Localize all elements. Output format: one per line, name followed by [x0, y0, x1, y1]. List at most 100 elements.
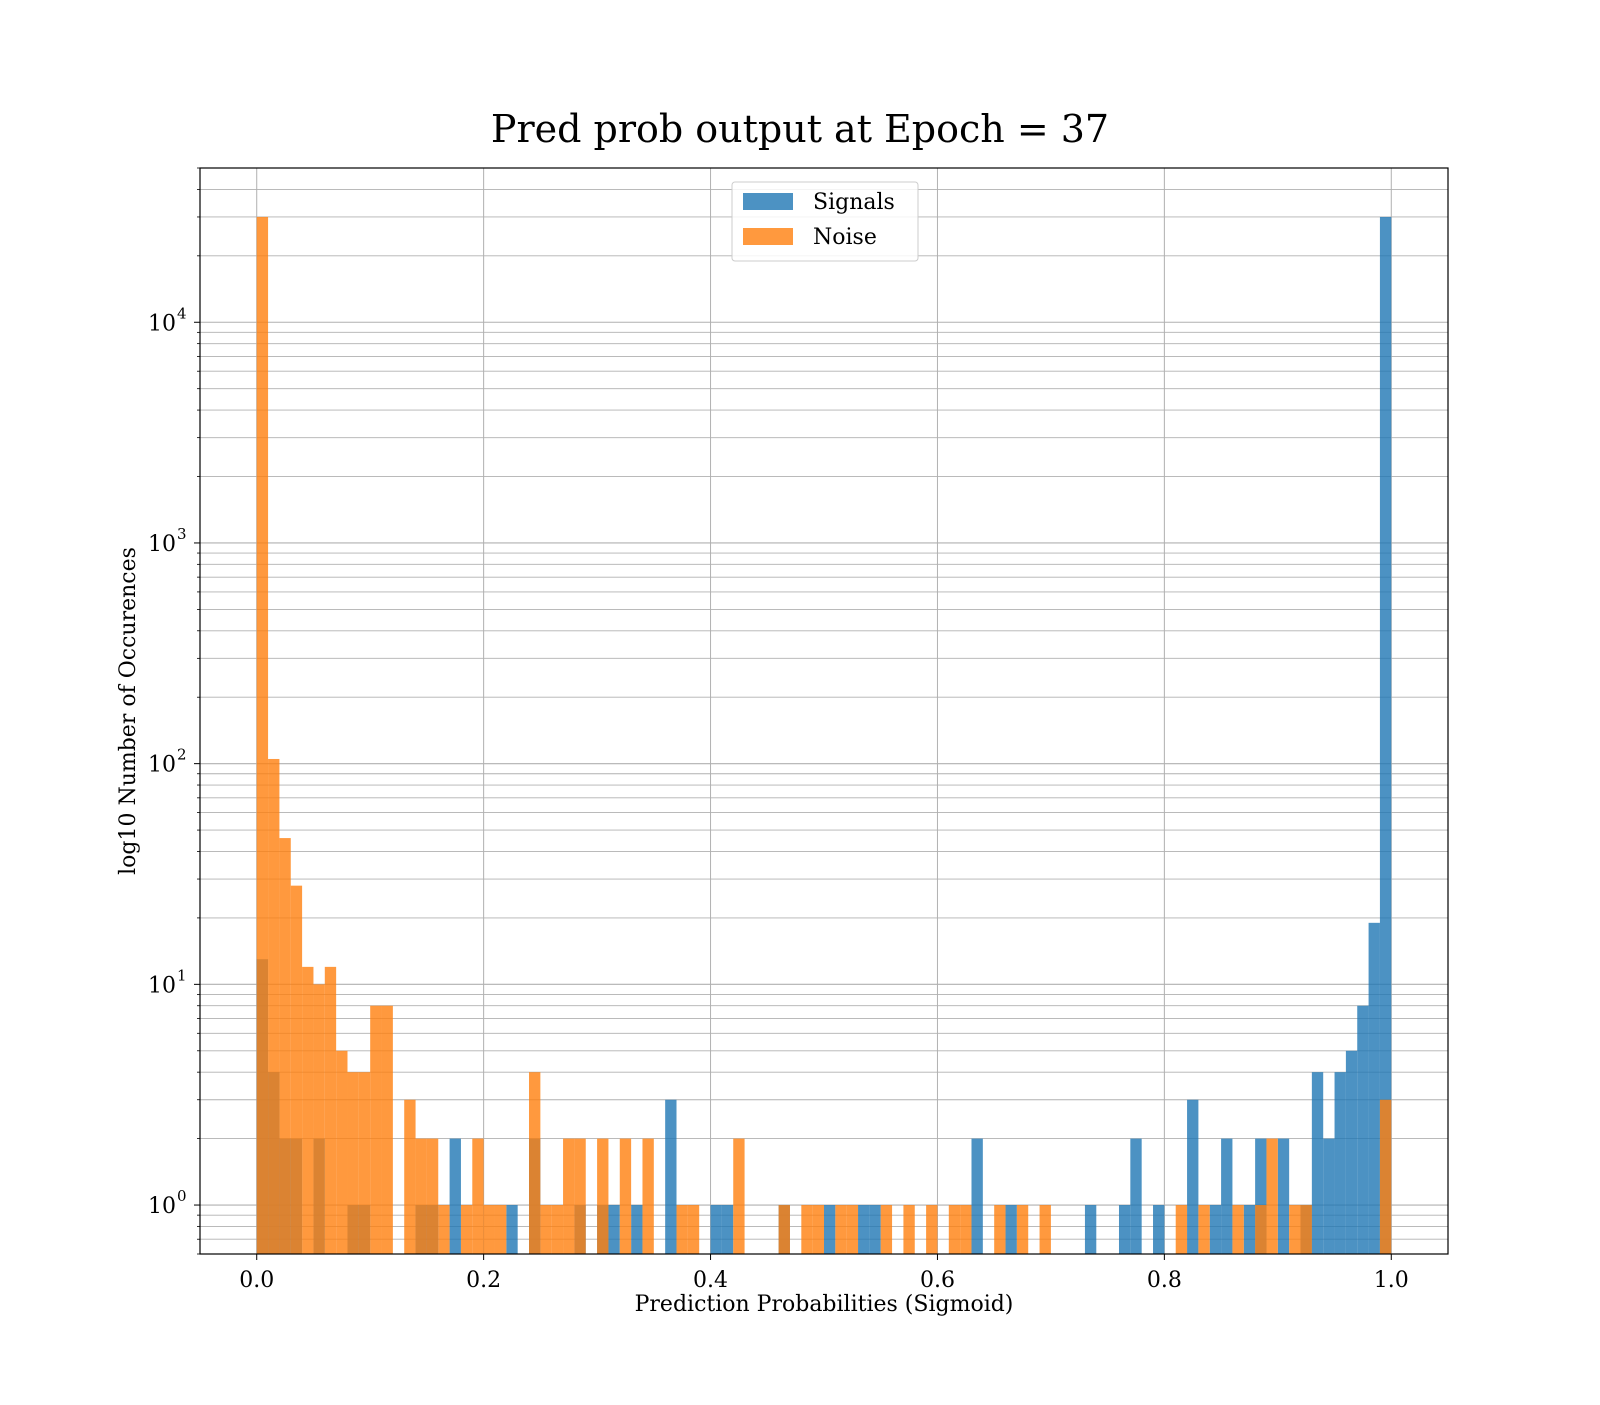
- y-tick-exponent: 4: [177, 304, 187, 322]
- bar-noise: [381, 1005, 393, 1254]
- x-axis-label: Prediction Probabilities (Sigmoid): [635, 1292, 1014, 1317]
- bar-signals: [1221, 1138, 1233, 1254]
- bar-noise: [835, 1205, 847, 1254]
- y-tick-label: 10: [148, 311, 176, 336]
- x-tick-label: 0.6: [920, 1268, 955, 1293]
- bar-noise: [994, 1205, 1006, 1254]
- bar-noise: [846, 1205, 859, 1254]
- bar-signals: [1311, 1072, 1324, 1254]
- bar-noise: [438, 1205, 450, 1254]
- bar-noise: [903, 1205, 915, 1254]
- bar-noise: [948, 1205, 961, 1254]
- bar-signals: [506, 1205, 518, 1254]
- y-tick-exponent: 2: [177, 746, 187, 764]
- bar-noise: [642, 1138, 654, 1254]
- bar-noise: [1379, 1099, 1392, 1254]
- bar-noise: [733, 1138, 745, 1254]
- bar-signals: [1243, 1205, 1256, 1254]
- x-tick-label: 1.0: [1374, 1268, 1409, 1293]
- bars: [256, 216, 1392, 1254]
- bar-noise: [1198, 1205, 1210, 1254]
- bar-noise: [540, 1205, 552, 1254]
- bar-noise: [1175, 1205, 1188, 1254]
- bar-signals: [1379, 216, 1392, 1254]
- bar-noise: [960, 1205, 972, 1254]
- bar-noise: [551, 1205, 564, 1254]
- plot-frame: [199, 167, 1449, 1255]
- bar-signals: [1084, 1205, 1097, 1254]
- bar-noise: [1232, 1205, 1244, 1254]
- bar-signals: [1277, 1138, 1290, 1254]
- bar-noise: [1266, 1138, 1278, 1254]
- bar-noise: [426, 1138, 439, 1254]
- bar-noise: [597, 1138, 609, 1254]
- bar-noise: [415, 1138, 427, 1254]
- bar-signals: [665, 1099, 677, 1254]
- bar-noise: [347, 1072, 359, 1254]
- bar-noise: [778, 1205, 790, 1254]
- bar-noise: [574, 1138, 586, 1254]
- bar-signals: [824, 1205, 836, 1254]
- bar-signals: [449, 1138, 461, 1254]
- bar-noise: [370, 1005, 382, 1254]
- bar-noise: [256, 216, 269, 1254]
- y-tick-label: 10: [148, 973, 176, 998]
- legend-swatch-noise: [743, 228, 793, 245]
- bar-signals: [1153, 1205, 1165, 1254]
- chart-title: Pred prob output at Epoch = 37: [491, 107, 1109, 151]
- bar-signals: [869, 1205, 881, 1254]
- bar-noise: [1039, 1205, 1051, 1254]
- bar-signals: [1118, 1205, 1131, 1254]
- bar-noise: [279, 838, 291, 1254]
- bar-noise: [563, 1138, 575, 1254]
- x-tick-label: 0.0: [239, 1268, 274, 1293]
- bar-signals: [608, 1205, 620, 1254]
- bar-noise: [1016, 1205, 1029, 1254]
- bar-noise: [1300, 1205, 1312, 1254]
- bar-signals: [1005, 1205, 1017, 1254]
- bar-noise: [529, 1072, 541, 1254]
- x-tick-label: 0.4: [693, 1268, 728, 1293]
- legend: Signals Noise: [731, 181, 919, 262]
- y-tick-label: 10: [148, 753, 176, 778]
- y-axis-label: log10 Number of Occurences: [116, 547, 141, 875]
- bar-noise: [472, 1138, 484, 1254]
- bar-signals: [631, 1205, 643, 1254]
- bar-noise: [926, 1205, 938, 1254]
- bar-noise: [1255, 1205, 1267, 1254]
- bar-signals: [710, 1205, 722, 1254]
- bar-noise: [336, 1050, 348, 1254]
- bar-noise: [1289, 1205, 1301, 1254]
- y-tick-label: 10: [148, 1194, 176, 1219]
- bar-signals: [971, 1138, 983, 1254]
- bar-noise: [687, 1205, 700, 1254]
- bar-signals: [1357, 1005, 1369, 1254]
- bar-noise: [358, 1072, 371, 1254]
- legend-swatch-signals: [743, 193, 793, 210]
- bar-noise: [290, 885, 303, 1254]
- legend-label-noise: Noise: [813, 225, 877, 250]
- bar-noise: [404, 1099, 416, 1254]
- bar-signals: [1209, 1205, 1222, 1254]
- x-tick-label: 0.2: [466, 1268, 501, 1293]
- y-tick-exponent: 1: [177, 966, 187, 984]
- bar-noise: [460, 1205, 473, 1254]
- bar-noise: [812, 1205, 824, 1254]
- bar-noise: [483, 1205, 495, 1254]
- bar-noise: [880, 1205, 893, 1254]
- bar-noise: [676, 1205, 688, 1254]
- bar-noise: [302, 966, 314, 1254]
- bar-signals: [858, 1205, 870, 1254]
- legend-label-signals: Signals: [813, 190, 895, 215]
- bar-signals: [1345, 1050, 1358, 1254]
- bar-signals: [1323, 1138, 1335, 1254]
- bar-signals: [721, 1205, 734, 1254]
- y-tick-label: 10: [148, 532, 176, 557]
- bar-noise: [494, 1205, 507, 1254]
- bar-noise: [313, 984, 325, 1254]
- bar-signals: [1255, 1138, 1267, 1254]
- bar-noise: [324, 966, 337, 1254]
